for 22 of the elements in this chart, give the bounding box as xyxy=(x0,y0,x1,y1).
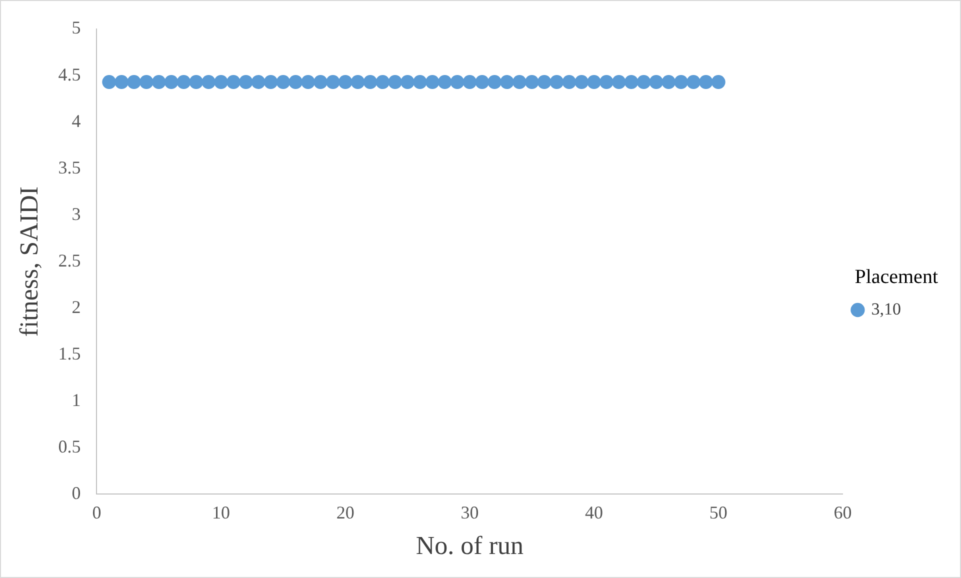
legend-label: 3,10 xyxy=(871,299,901,318)
x-tick-label: 40 xyxy=(585,502,604,523)
x-axis-title: No. of run xyxy=(416,531,524,560)
y-tick-label: 0 xyxy=(72,482,81,503)
x-tick-label: 20 xyxy=(336,502,354,523)
legend-title: Placement xyxy=(854,266,938,288)
y-tick-label: 4.5 xyxy=(58,64,81,84)
y-axis-title: fitness, SAIDI xyxy=(14,186,44,337)
y-tick-label: 2 xyxy=(72,296,81,317)
y-tick-label: 0.5 xyxy=(58,436,81,456)
x-tick-label: 0 xyxy=(92,502,102,523)
y-tick-label: 5 xyxy=(72,18,81,38)
y-tick-label: 3.5 xyxy=(58,157,81,178)
y-tick-label: 3 xyxy=(72,204,81,224)
y-tick-label: 4 xyxy=(72,110,81,131)
y-tick-label: 1 xyxy=(72,390,81,410)
y-tick-label: 1.5 xyxy=(58,343,81,364)
x-tick-label: 60 xyxy=(834,502,852,523)
x-tick-label: 30 xyxy=(460,502,479,523)
x-tick-label: 50 xyxy=(709,502,728,523)
y-tick-label: 2.5 xyxy=(58,250,81,270)
x-tick-label: 10 xyxy=(212,502,230,523)
